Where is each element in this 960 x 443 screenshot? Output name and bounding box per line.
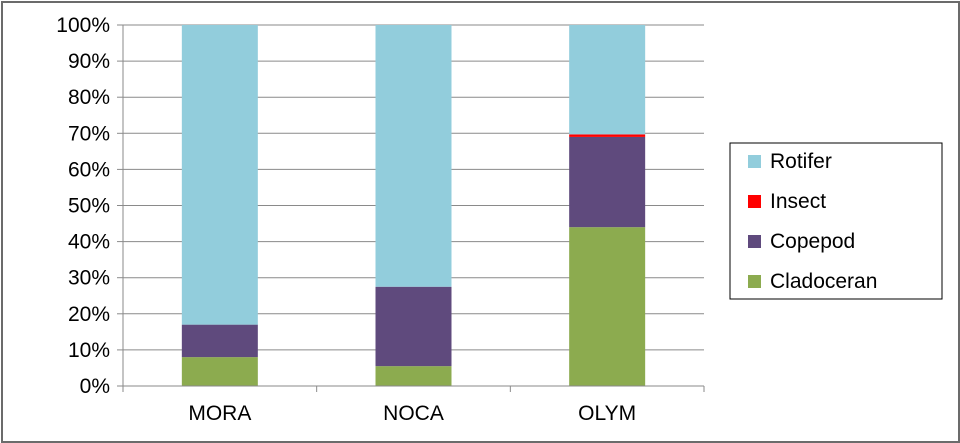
bar-segment-rotifer-olym <box>569 25 646 135</box>
x-tick-label: NOCA <box>383 402 444 425</box>
y-tick-label: 30% <box>68 267 110 290</box>
legend-swatch-copepod <box>748 235 761 248</box>
legend-swatch-insect <box>748 195 761 208</box>
y-tick-label: 50% <box>68 195 110 218</box>
bar-segment-cladoceran-mora <box>181 357 258 386</box>
bar-segment-cladoceran-noca <box>375 366 452 386</box>
bar-segment-copepod-noca <box>375 286 452 367</box>
legend-box <box>729 142 943 300</box>
legend: Rotifer Insect Copepod Cladoceran <box>729 142 943 300</box>
x-tick-label: OLYM <box>578 402 636 425</box>
y-tick-label: 0% <box>80 375 110 398</box>
bar-segment-insect-olym <box>569 134 646 137</box>
y-tick-label: 10% <box>68 339 110 362</box>
y-tick-label: 100% <box>56 14 110 37</box>
y-tick-label: 90% <box>68 50 110 73</box>
legend-label-insect: Insect <box>770 190 826 213</box>
y-tick-label: 70% <box>68 122 110 145</box>
bar-segment-cladoceran-olym <box>569 227 646 386</box>
legend-swatch-cladoceran <box>748 275 761 288</box>
bar-segment-copepod-mora <box>181 324 258 358</box>
legend-label-rotifer: Rotifer <box>770 150 832 173</box>
axes: 0% 10% 20% 30% 40% 50% 60% 70% 80% 90% 100% MORA NOC… <box>56 14 705 425</box>
y-tick-label: 40% <box>68 231 110 254</box>
y-tick-label: 60% <box>68 158 110 181</box>
bars <box>181 25 646 386</box>
bar-segment-rotifer-noca <box>375 25 452 287</box>
legend-label-cladoceran: Cladoceran <box>770 270 877 293</box>
x-tick-label: MORA <box>188 402 251 425</box>
y-tick-label: 80% <box>68 86 110 109</box>
legend-label-copepod: Copepod <box>770 230 855 253</box>
legend-swatch-rotifer <box>748 155 761 168</box>
bar-segment-copepod-olym <box>569 136 646 228</box>
y-tick-label: 20% <box>68 303 110 326</box>
bar-segment-rotifer-mora <box>181 25 258 325</box>
